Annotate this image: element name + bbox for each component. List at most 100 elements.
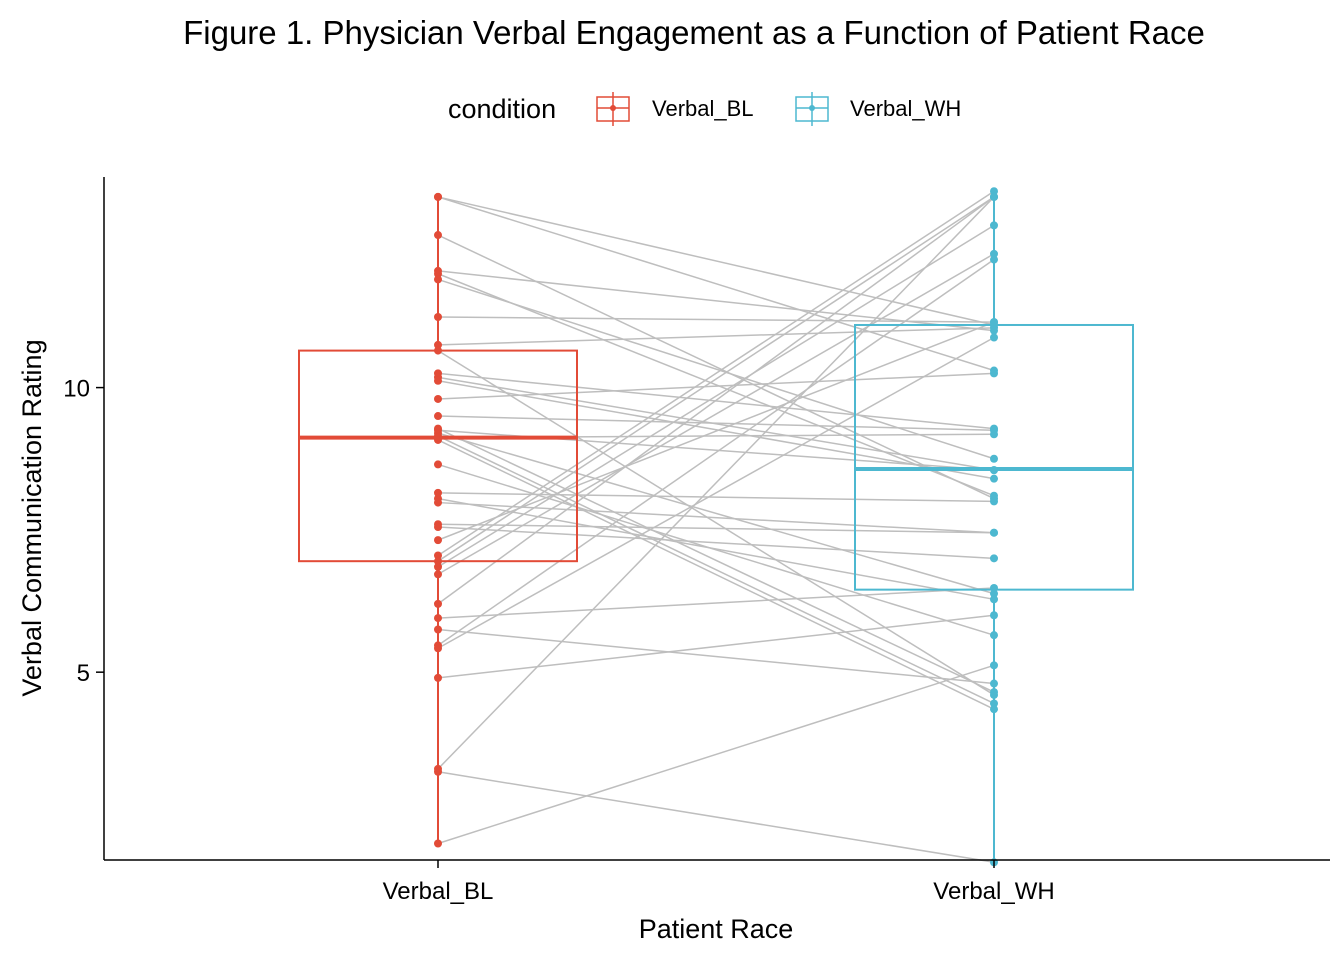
pair-line-27 <box>437 190 995 557</box>
point-verbal-bl-29 <box>434 562 442 571</box>
point-verbal-bl-2 <box>434 192 442 201</box>
point-verbal-bl-27 <box>434 551 442 560</box>
legend-key-verbal-wh <box>795 92 829 126</box>
pair-line-3 <box>437 234 995 500</box>
pair-line-2 <box>437 196 995 372</box>
point-verbal-bl-32 <box>434 614 442 623</box>
pair-line-14 <box>437 415 995 432</box>
point-verbal-wh-19 <box>990 430 998 439</box>
pair-line-17 <box>437 432 995 595</box>
legend-label-verbal-wh: Verbal_WH <box>850 96 961 121</box>
x-tick-label-verbal-bl: Verbal_BL <box>383 878 494 905</box>
point-verbal-bl-14 <box>434 412 442 421</box>
point-verbal-wh-34 <box>990 333 998 342</box>
pair-line-8 <box>437 327 995 346</box>
point-verbal-wh-23 <box>990 595 998 604</box>
point-verbal-wh-40 <box>990 679 998 688</box>
pair-line-38 <box>437 664 995 845</box>
point-verbal-bl-13 <box>434 394 442 403</box>
point-verbal-wh-5 <box>990 491 998 500</box>
pair-lines <box>437 190 995 864</box>
point-verbal-bl-8 <box>434 340 442 349</box>
point-verbal-bl-24 <box>434 498 442 507</box>
point-verbal-wh-30 <box>990 249 998 258</box>
point-verbal-bl-20 <box>434 435 442 444</box>
point-verbal-wh-26 <box>990 318 998 327</box>
point-verbal-bl-5 <box>434 269 442 278</box>
point-verbal-wh-27 <box>990 187 998 196</box>
point-verbal-bl-22 <box>434 488 442 497</box>
point-verbal-wh-8 <box>990 323 998 332</box>
point-verbal-wh-21 <box>990 631 998 640</box>
point-verbal-bl-9 <box>434 346 442 355</box>
pair-line-15 <box>437 427 995 693</box>
pair-line-26 <box>437 321 995 541</box>
pair-line-20 <box>437 439 995 710</box>
chart-title: Figure 1. Physician Verbal Engagement as… <box>183 14 1205 51</box>
pair-line-18 <box>437 435 995 705</box>
legend-title: condition <box>448 94 556 124</box>
point-verbal-wh-32 <box>990 583 998 592</box>
pair-line-13 <box>437 372 995 400</box>
point-verbal-wh-15 <box>990 688 998 697</box>
pair-line-40 <box>437 628 995 685</box>
point-verbal-wh-13 <box>990 369 998 378</box>
points <box>434 187 998 867</box>
y-axis-title: Verbal Communication Rating <box>17 339 47 696</box>
point-verbal-bl-39 <box>434 523 442 532</box>
pair-line-21 <box>437 463 995 636</box>
point-verbal-bl-38 <box>434 839 442 848</box>
pair-line-1 <box>437 196 995 326</box>
x-axis-title: Patient Race <box>639 914 794 944</box>
legend: condition Verbal_BL Verbal_WH <box>448 92 961 126</box>
point-verbal-bl-28 <box>434 557 442 566</box>
point-verbal-bl-35 <box>434 673 442 682</box>
point-verbal-wh-36 <box>990 192 998 201</box>
point-verbal-wh-12 <box>990 474 998 483</box>
pair-line-9 <box>437 349 995 696</box>
point-verbal-bl-21 <box>434 460 442 469</box>
pair-line-23 <box>437 497 995 601</box>
pair-line-39 <box>437 526 995 560</box>
point-verbal-bl-6 <box>434 275 442 284</box>
pair-line-25 <box>437 523 995 534</box>
pair-line-7 <box>437 316 995 323</box>
pair-line-35 <box>437 614 995 679</box>
pair-line-33 <box>437 258 995 647</box>
point-verbal-wh-6 <box>990 454 998 463</box>
point-verbal-wh-16 <box>990 466 998 475</box>
point-verbal-wh-17 <box>990 589 998 598</box>
x-tick-label-verbal-wh: Verbal_WH <box>933 878 1054 905</box>
pair-line-37 <box>437 771 995 864</box>
point-verbal-wh-39 <box>990 554 998 563</box>
pair-line-30 <box>437 253 995 575</box>
point-verbal-wh-35 <box>990 611 998 620</box>
y-tick-label-5: 5 <box>77 660 90 687</box>
axes <box>103 177 1330 861</box>
legend-key-verbal-bl <box>596 92 630 126</box>
point-verbal-bl-26 <box>434 536 442 545</box>
pair-line-6 <box>437 278 995 460</box>
point-verbal-wh-20 <box>990 705 998 714</box>
pair-line-24 <box>437 501 995 534</box>
point-verbal-bl-12 <box>434 376 442 385</box>
point-verbal-wh-29 <box>990 221 998 230</box>
point-verbal-bl-30 <box>434 570 442 579</box>
point-verbal-wh-25 <box>990 528 998 537</box>
pair-line-34 <box>437 336 995 649</box>
pair-line-28 <box>437 196 995 562</box>
y-ticks: 5 10 <box>63 376 104 687</box>
point-verbal-bl-7 <box>434 313 442 322</box>
pair-line-36 <box>437 196 995 770</box>
pair-line-12 <box>437 380 995 480</box>
legend-label-verbal-bl: Verbal_BL <box>652 96 754 121</box>
y-tick-label-10: 10 <box>63 376 90 403</box>
boxes <box>298 191 1134 863</box>
point-verbal-wh-18 <box>990 699 998 708</box>
pair-line-29 <box>437 224 995 568</box>
point-verbal-wh-22 <box>990 497 998 506</box>
point-verbal-bl-3 <box>434 231 442 240</box>
pair-line-31 <box>437 196 995 605</box>
